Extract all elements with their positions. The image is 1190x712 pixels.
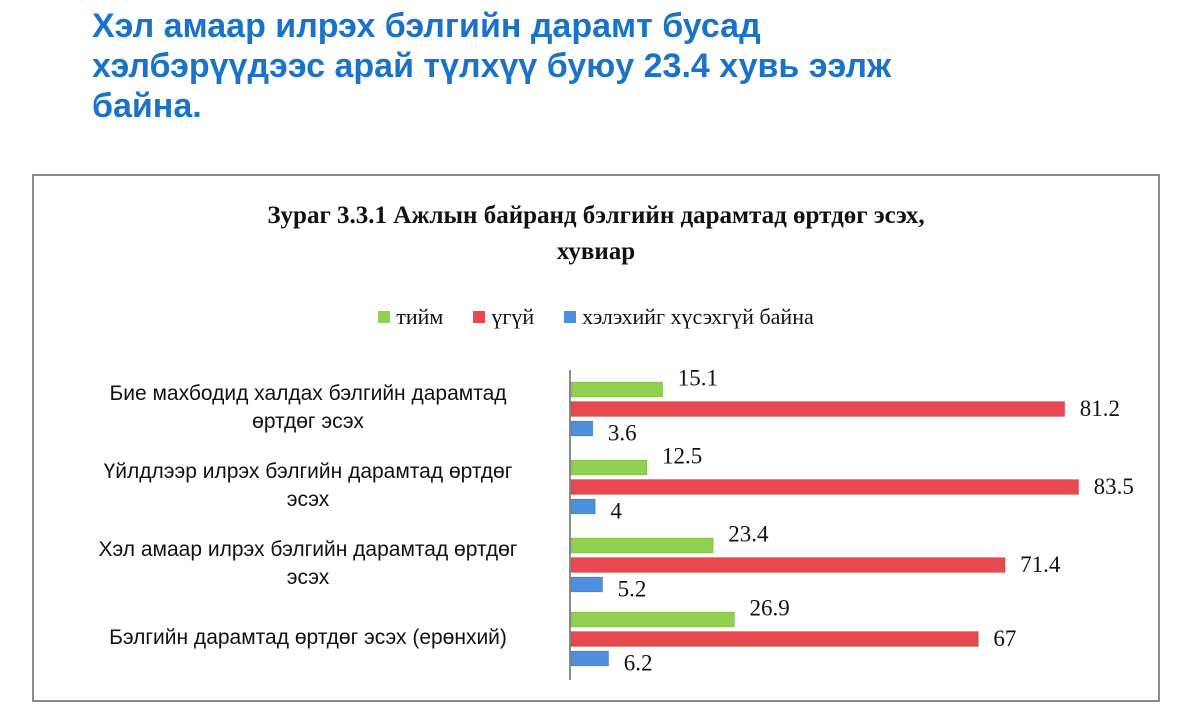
category-label-general-line-1: Бэлгийн дарамтад өртдөг эсэх (ерөнхий) [109,626,507,649]
bar-decline-2 [570,576,604,593]
headline-line-1: Хэл амаар илрэх бэлгийн дарамт бусад [92,7,761,45]
category-label-physical-line-2: өртдөг эсэх [252,410,364,433]
bar-yes-0 [570,381,664,398]
bar-no-0 [570,401,1066,417]
data-label-no-0: 81.2 [1080,396,1120,421]
data-label-decline-0: 3.6 [608,421,637,446]
chart-frame: Зураг 3.3.1 Ажлын байранд бэлгийн дарамт… [32,174,1160,702]
data-label-no-3: 67 [993,626,1016,651]
legend-label-no: үгүй [491,304,535,329]
chart-title-line-1: Зураг 3.3.1 Ажлын байранд бэлгийн дарамт… [267,202,925,229]
category-label-verbal-line-2: эсэх [286,566,330,589]
bar-no-3 [570,631,979,647]
category-label-physical-line-1: Бие махбодид халдах бэлгийн дарамтад [109,382,507,405]
headline-line-3: байна. [92,87,202,125]
data-label-yes-3: 26.9 [750,596,790,621]
legend-label-decline: хэлэхийг хүсэхгүй байна [582,304,814,329]
chart-title-line-2: хувиар [556,238,636,265]
bar-yes-2 [570,537,714,554]
chart-title: Зураг 3.3.1 Ажлын байранд бэлгийн дарамт… [34,198,1158,270]
data-label-decline-1: 4 [610,499,622,524]
legend-item-decline: хэлэхийг хүсэхгүй байна [564,304,814,330]
bar-decline-1 [570,498,596,515]
data-label-no-1: 83.5 [1094,474,1134,499]
bar-no-2 [570,557,1006,573]
chart-plot-area: 15.1 81.2 3.6 12.5 83.5 4 23.4 71.4 5.2 26.9 67 6.2 [569,366,1134,680]
legend-item-yes: тийм [378,304,443,330]
bar-decline-0 [570,420,594,437]
bar-no-1 [570,479,1080,495]
data-label-decline-3: 6.2 [624,651,653,676]
category-label-verbal: Хэл амаар илрэх бэлгийн дарамтад өртдөг … [38,536,578,592]
category-label-general: Бэлгийн дарамтад өртдөг эсэх (ерөнхий) [38,624,578,652]
category-label-action: Үйлдлээр илрэх бэлгийн дарамтад өртдөг э… [38,458,578,514]
bar-decline-3 [570,650,610,667]
data-label-decline-2: 5.2 [618,577,647,602]
data-label-yes-0: 15.1 [678,366,718,391]
data-label-no-2: 71.4 [1020,552,1061,577]
data-label-yes-1: 12.5 [662,444,702,469]
legend-item-no: үгүй [473,304,534,330]
bar-yes-1 [570,459,648,476]
headline-line-2: хэлбэрүүдээс арай түлхүү буюу 23.4 хувь … [92,47,892,85]
data-label-yes-2: 23.4 [728,522,769,547]
legend-swatch-no [473,311,486,323]
legend-swatch-yes [378,311,391,323]
chart-legend: тийм үгүй хэлэхийг хүсэхгүй байна [34,304,1158,330]
category-label-action-line-2: эсэх [286,488,330,511]
category-label-action-line-1: Үйлдлээр илрэх бэлгийн дарамтад өртдөг [103,460,513,483]
category-label-verbal-line-1: Хэл амаар илрэх бэлгийн дарамтад өртдөг [98,538,518,561]
category-label-physical: Бие махбодид халдах бэлгийн дарамтад өрт… [38,380,578,436]
bar-yes-3 [570,611,736,628]
legend-label-yes: тийм [396,304,444,329]
headline: Хэл амаар илрэх бэлгийн дарамт бусад хэл… [92,6,1072,126]
legend-swatch-decline [564,311,577,323]
